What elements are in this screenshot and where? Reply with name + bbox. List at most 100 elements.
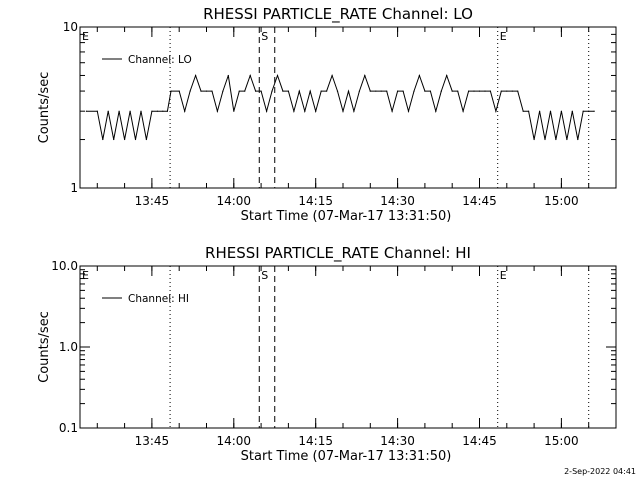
data-point [331,74,333,77]
data-point [582,110,584,112]
data-point [184,110,186,112]
data-point [227,74,229,77]
data-point [304,110,306,112]
y-tick-label: 1.0 [59,340,78,354]
y-tick-label: 0.1 [59,421,78,435]
data-point [375,90,377,92]
data-point [353,110,355,112]
x-tick-label: 14:00 [216,434,251,448]
data-point [156,110,158,112]
data-point [166,110,168,112]
data-point [200,90,202,92]
chart-panel-1: RHESSI PARTICLE_RATE Channel: HI 0.1 1.0 10… [37,244,617,464]
y-tick-label: 10.0 [51,259,78,273]
event-marker-label: E [500,30,507,43]
x-tick-label: 15:00 [544,434,579,448]
plot-frame [79,265,617,429]
data-point [347,90,350,92]
data-point [489,90,491,92]
data-point [271,90,273,92]
data-point [407,110,410,112]
data-point [440,90,442,92]
data-point [233,110,235,112]
data-point [178,90,180,92]
data-point [539,110,541,112]
data-point [309,90,311,92]
data-point [506,90,508,92]
data-point [593,110,595,112]
data-point [266,110,268,112]
data-point [566,138,568,141]
event-marker-label: S [261,30,268,43]
data-point [577,138,579,141]
data-point [320,90,322,92]
data-point [260,90,262,92]
data-point [129,110,131,112]
data-point [162,110,164,112]
data-point [549,110,552,112]
legend: Channel: HI [102,293,189,305]
data-point [402,90,404,92]
data-point [424,90,426,92]
data-point [140,110,142,112]
data-point [380,90,382,92]
legend-label: Channel: LO [128,54,192,66]
data-point [315,110,317,112]
y-axis-title: Counts/sec [37,311,52,383]
data-point [298,90,300,92]
data-point [293,110,295,112]
x-tick-label: 14:45 [462,194,497,208]
event-marker-label: E [500,269,507,282]
plot-frame [79,26,617,189]
data-point [336,90,339,92]
y-tick-label: 1 [70,181,78,195]
legend: Channel: LO [102,54,192,66]
data-point [386,90,388,92]
series-line-0 [86,73,595,140]
data-point [195,74,197,77]
data-point [189,90,191,92]
x-axis-title: Start Time (07-Mar-17 13:31:50) [241,209,452,224]
data-point [205,90,208,92]
event-marker-label: S [261,269,268,282]
data-point [478,90,481,92]
data-point [107,110,109,112]
chart-title: RHESSI PARTICLE_RATE Channel: HI [205,244,471,263]
data-point [145,138,147,141]
data-point [358,90,360,92]
data-point [326,90,328,92]
data-point [85,110,87,112]
data-point [170,90,172,92]
data-point [571,110,573,112]
x-axis-title: Start Time (07-Mar-17 13:31:50) [241,449,452,464]
data-point [391,110,393,112]
x-tick-label: 14:15 [298,434,333,448]
event-marker-label: E [82,269,89,282]
footer-timestamp: 2-Sep-2022 04:41 [564,467,636,476]
data-point [249,74,251,77]
data-point [484,90,486,92]
data-point [500,90,502,92]
data-point [555,138,557,141]
data-point [457,90,459,92]
data-point [134,138,137,141]
data-point [429,90,431,92]
x-tick-label: 15:00 [544,194,579,208]
data-point [113,138,115,141]
data-point [244,90,246,92]
data-point [468,90,470,92]
x-tick-label: 14:15 [298,194,333,208]
data-point [528,110,530,112]
data-point [216,110,218,112]
data-point [588,110,590,112]
data-point [517,90,519,92]
data-point [369,90,371,92]
data-point [446,74,448,77]
data-point [495,110,497,112]
x-tick-label: 13:45 [135,434,170,448]
data-point [462,110,464,112]
x-tick-label: 14:30 [380,194,415,208]
data-point [511,90,513,92]
data-point [560,110,563,112]
